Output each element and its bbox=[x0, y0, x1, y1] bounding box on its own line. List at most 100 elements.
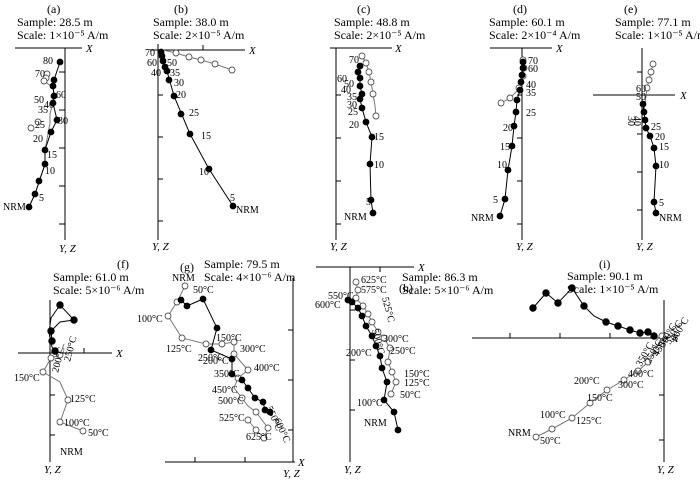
filled-point bbox=[636, 329, 644, 337]
filled-point bbox=[199, 295, 207, 303]
trace-vertical bbox=[535, 335, 663, 438]
open-point bbox=[354, 286, 362, 294]
step-label: NRM bbox=[659, 213, 682, 224]
step-label: 15 bbox=[659, 142, 669, 153]
axis-label-yz: Y, Z bbox=[344, 464, 362, 476]
step-label: NRM bbox=[344, 212, 367, 223]
filled-point bbox=[47, 327, 55, 335]
panel-a: (a) Sample: 28.5 m Scale: 1×10⁻⁵ A/m X Y… bbox=[3, 2, 109, 255]
open-point bbox=[387, 390, 395, 398]
filled-point bbox=[165, 76, 173, 84]
filled-point bbox=[568, 284, 576, 292]
filled-point bbox=[368, 332, 376, 340]
step-label: NRM bbox=[3, 202, 26, 213]
filled-point bbox=[163, 67, 171, 75]
filled-point bbox=[70, 316, 78, 324]
axis-label-yz: Y, Z bbox=[657, 464, 675, 476]
filled-point bbox=[383, 378, 391, 386]
filled-point bbox=[356, 82, 364, 90]
step-label: 10 bbox=[45, 166, 55, 177]
filled-point bbox=[358, 104, 366, 112]
panel-scale: Scale: 2×10⁻⁴ A/m bbox=[489, 28, 581, 42]
open-point bbox=[368, 318, 376, 326]
filled-point bbox=[366, 160, 374, 168]
filled-point bbox=[650, 144, 658, 152]
open-point bbox=[392, 378, 400, 386]
demag-steps bbox=[157, 48, 237, 210]
filled-point bbox=[652, 162, 660, 170]
step-label: 10 bbox=[199, 167, 209, 178]
filled-point bbox=[25, 203, 33, 211]
step-label: 80 bbox=[43, 56, 53, 67]
panel-letter: (c) bbox=[357, 2, 370, 16]
panel-sample: Sample: 90.1 m bbox=[567, 269, 643, 283]
panel-d: (d) Sample: 60.1 m Scale: 2×10⁻⁴ A/m X Y… bbox=[471, 2, 581, 253]
filled-point bbox=[51, 347, 59, 355]
filled-point bbox=[517, 78, 525, 86]
panel-letter: (g) bbox=[180, 260, 194, 274]
filled-point bbox=[251, 394, 259, 402]
panel-sample: Sample: 79.5 m bbox=[204, 257, 280, 271]
step-labels: NRM 5 10 15 20 25 35 40 60 70 bbox=[471, 56, 538, 224]
filled-point bbox=[50, 92, 58, 100]
filled-point bbox=[41, 146, 49, 154]
step-label: 300°C bbox=[383, 334, 409, 345]
panel-e: (e) Sample: 77.1 m Scale: 1×10⁻⁵ A/m X Y… bbox=[593, 2, 700, 253]
filled-point bbox=[368, 133, 376, 141]
step-label: 40 bbox=[631, 116, 642, 126]
step-label: 200°C bbox=[346, 348, 372, 359]
filled-point bbox=[644, 328, 652, 336]
panel-sample: Sample: 28.5 m bbox=[17, 15, 93, 29]
filled-point bbox=[53, 116, 61, 124]
open-point bbox=[364, 310, 372, 318]
demag-steps bbox=[496, 56, 528, 220]
step-label: 150°C bbox=[404, 369, 430, 380]
filled-point bbox=[49, 99, 57, 107]
step-label: 10 bbox=[497, 160, 507, 171]
open-point bbox=[34, 118, 42, 126]
step-label: 300°C bbox=[618, 380, 644, 391]
open-point bbox=[634, 367, 642, 375]
step-label: 30 bbox=[58, 116, 68, 127]
step-label: 15 bbox=[500, 142, 510, 153]
step-label: 200°C bbox=[574, 376, 600, 387]
panel-scale: Scale: 2×10⁻⁵ A/m bbox=[334, 28, 426, 42]
panel-letter: (a) bbox=[47, 2, 60, 16]
step-label: 25 bbox=[651, 122, 661, 133]
open-point bbox=[172, 49, 180, 57]
filled-point bbox=[529, 304, 537, 312]
panel-letter: (e) bbox=[624, 2, 637, 16]
step-label: 50°C bbox=[540, 436, 561, 447]
step-label: 400°C bbox=[628, 369, 654, 380]
filled-point bbox=[652, 209, 660, 217]
filled-point bbox=[159, 57, 167, 65]
step-label: 20 bbox=[176, 90, 186, 101]
open-point bbox=[211, 60, 219, 68]
panel-c: (c) Sample: 48.8 m Scale: 2×10⁻⁵ A/m X Y… bbox=[330, 2, 426, 253]
panel-i: (i) Sample: 90.1 m Scale: 1×10⁻⁵ A/m X Y… bbox=[472, 257, 692, 476]
filled-point bbox=[48, 337, 56, 345]
open-point bbox=[374, 328, 382, 336]
open-point bbox=[352, 278, 360, 286]
open-point bbox=[362, 59, 370, 67]
filled-point bbox=[229, 202, 237, 210]
open-point bbox=[56, 418, 64, 426]
step-label: 15 bbox=[374, 132, 384, 143]
panel-letter: (h) bbox=[399, 281, 413, 295]
panel-letter: (d) bbox=[513, 2, 527, 16]
step-label: 500°C bbox=[218, 396, 244, 407]
filled-point bbox=[47, 128, 55, 136]
filled-point bbox=[512, 108, 520, 116]
open-point bbox=[164, 312, 172, 320]
filled-point bbox=[49, 82, 57, 90]
step-label: 550°C bbox=[328, 291, 354, 302]
open-point bbox=[244, 366, 252, 374]
step-label: 70 bbox=[528, 56, 538, 67]
open-point bbox=[645, 76, 653, 84]
filled-point bbox=[376, 352, 384, 360]
filled-point bbox=[35, 177, 43, 185]
open-point bbox=[652, 346, 660, 354]
filled-point bbox=[259, 398, 267, 406]
step-label: 70 bbox=[35, 69, 45, 80]
